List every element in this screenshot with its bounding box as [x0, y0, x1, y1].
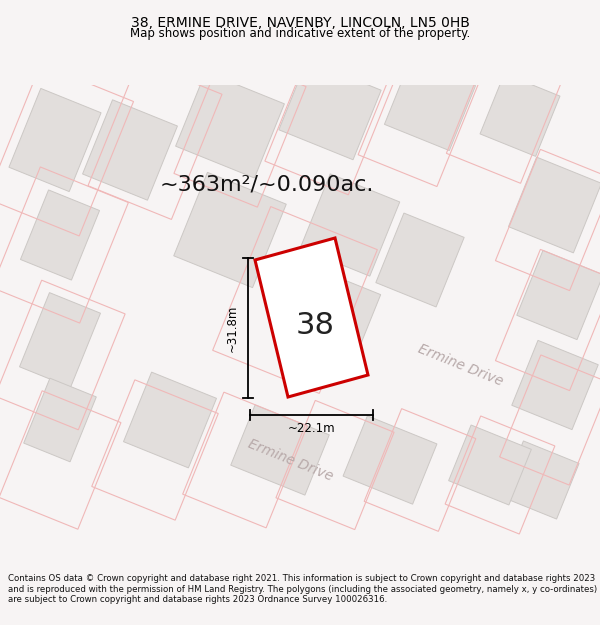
Polygon shape — [83, 100, 178, 200]
Text: Map shows position and indicative extent of the property.: Map shows position and indicative extent… — [130, 27, 470, 40]
Text: ~31.8m: ~31.8m — [226, 304, 239, 352]
Text: ~22.1m: ~22.1m — [287, 422, 335, 436]
Polygon shape — [9, 88, 101, 192]
Polygon shape — [501, 441, 579, 519]
Polygon shape — [231, 405, 329, 495]
Polygon shape — [512, 341, 598, 429]
Text: 38: 38 — [296, 311, 335, 339]
Polygon shape — [24, 378, 96, 462]
Polygon shape — [20, 292, 100, 388]
Polygon shape — [279, 60, 381, 160]
Polygon shape — [449, 425, 532, 505]
Polygon shape — [385, 59, 476, 151]
Polygon shape — [255, 238, 368, 397]
Polygon shape — [20, 190, 100, 280]
Polygon shape — [124, 372, 217, 468]
Text: Ermine Drive: Ermine Drive — [245, 436, 335, 484]
Polygon shape — [480, 74, 560, 156]
Text: Ermine Drive: Ermine Drive — [415, 341, 505, 389]
Polygon shape — [509, 157, 600, 253]
Text: 38, ERMINE DRIVE, NAVENBY, LINCOLN, LN5 0HB: 38, ERMINE DRIVE, NAVENBY, LINCOLN, LN5 … — [131, 16, 469, 29]
Polygon shape — [376, 213, 464, 307]
Polygon shape — [280, 266, 380, 374]
Polygon shape — [174, 173, 286, 288]
Polygon shape — [300, 174, 400, 276]
Text: Contains OS data © Crown copyright and database right 2021. This information is : Contains OS data © Crown copyright and d… — [8, 574, 597, 604]
Polygon shape — [343, 416, 437, 504]
Polygon shape — [517, 251, 600, 339]
Text: ~363m²/~0.090ac.: ~363m²/~0.090ac. — [160, 175, 374, 195]
Polygon shape — [176, 72, 284, 178]
